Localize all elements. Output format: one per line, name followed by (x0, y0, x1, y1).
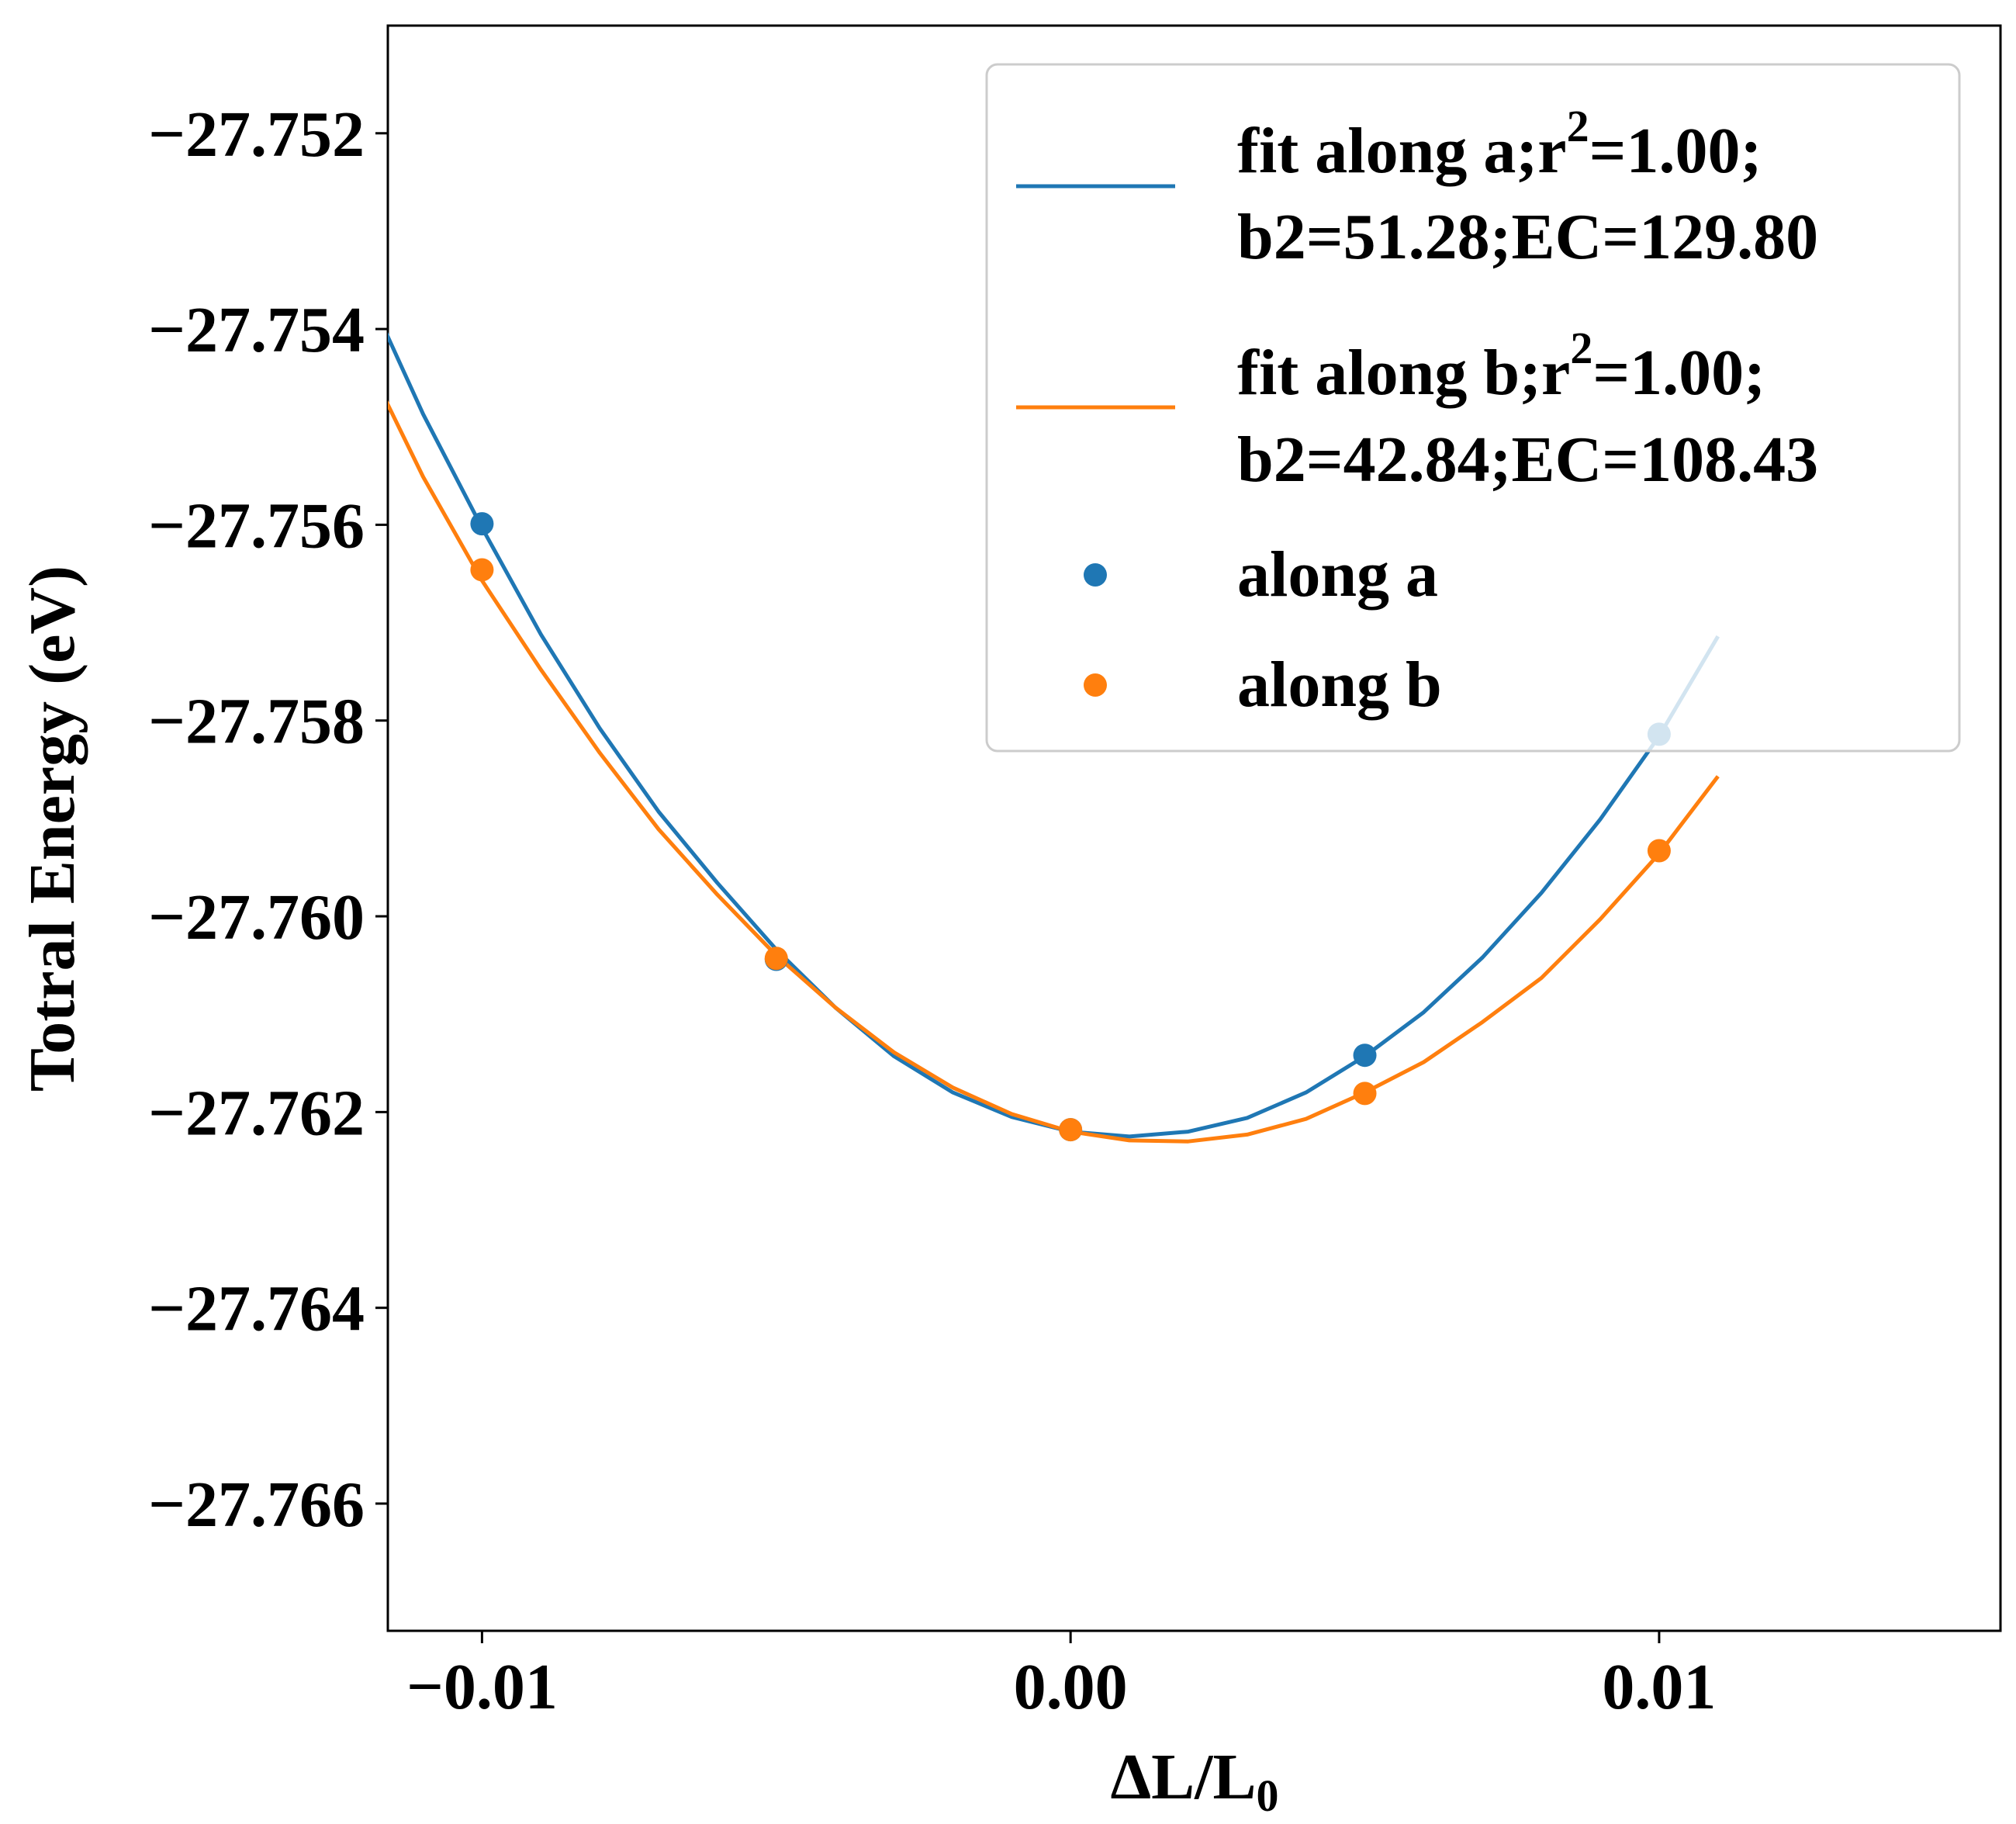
y-tick-label: −27.756 (148, 490, 365, 562)
legend-label-fit-b-line1: fit along b;r2=1.00; (1237, 323, 1765, 409)
legend: fit along a;r2=1.00; b2=51.28;EC=129.80 … (985, 63, 1961, 753)
y-tick-label: −27.752 (148, 99, 365, 171)
legend-label-fit-a-tail: =1.00; (1589, 115, 1762, 187)
legend-label-along-a: along a (1237, 538, 1438, 611)
y-tick-label: −27.754 (148, 294, 365, 366)
data-point-along-b (1353, 1082, 1377, 1106)
y-tick-label: −27.762 (148, 1077, 365, 1149)
legend-marker-along-b (1084, 673, 1107, 697)
data-point-along-b (470, 558, 494, 582)
legend-label-fit-a-text: fit along a;r (1237, 115, 1567, 187)
data-point-along-b (1059, 1118, 1083, 1142)
legend-label-along-b: along b (1237, 649, 1442, 721)
x-axis: −0.01 0.00 0.01 (406, 1631, 1716, 1723)
x-axis-label: ΔL/L0 (1110, 1741, 1278, 1821)
x-tick-label: 0.01 (1602, 1651, 1716, 1723)
data-point-along-b (764, 947, 788, 971)
x-tick-label: −0.01 (406, 1651, 558, 1723)
y-axis: −27.752 −27.754 −27.756 −27.758 −27.760 −27.7… (148, 99, 388, 1541)
x-tick-label: 0.00 (1014, 1651, 1128, 1723)
legend-label-fit-a-sup: 2 (1567, 101, 1589, 151)
legend-label-fit-a-line1: fit along a;r2=1.00; (1237, 101, 1762, 187)
legend-marker-along-a (1084, 563, 1107, 587)
legend-label-fit-b-sup: 2 (1570, 323, 1592, 373)
x-axis-label-subscript: 0 (1257, 1770, 1279, 1821)
y-tick-label: −27.766 (148, 1469, 365, 1541)
data-point-along-a (470, 512, 494, 536)
x-axis-label-main: ΔL/L (1110, 1741, 1256, 1813)
legend-label-fit-b-text: fit along b;r (1237, 337, 1570, 409)
y-tick-label: −27.758 (148, 686, 365, 758)
fit-line-along-b (388, 400, 1720, 1144)
data-point-along-a (1353, 1044, 1377, 1068)
y-tick-label: −27.764 (148, 1273, 365, 1345)
legend-label-fit-b-line2: b2=42.84;EC=108.43 (1237, 424, 1818, 496)
data-point-along-b (1647, 839, 1671, 863)
y-axis-label: Totral Energy (eV) (16, 566, 88, 1092)
legend-box (985, 63, 1961, 753)
legend-label-fit-a-line2: b2=51.28;EC=129.80 (1237, 201, 1818, 273)
legend-label-fit-b-tail: =1.00; (1592, 337, 1765, 409)
y-tick-label: −27.760 (148, 881, 365, 954)
